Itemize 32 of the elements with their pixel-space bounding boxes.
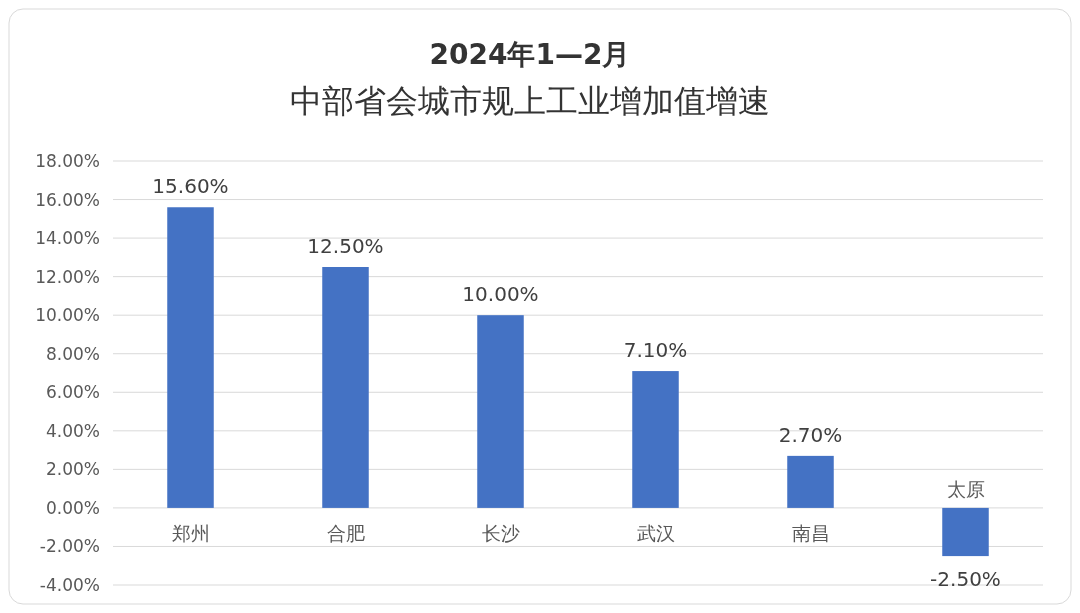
data-label: 15.60% (152, 174, 229, 199)
y-tick-label: 18.00% (35, 151, 100, 171)
bar (322, 267, 369, 508)
y-tick-label: -2.00% (39, 536, 100, 557)
y-tick-label: 10.00% (35, 305, 100, 326)
bar (167, 207, 214, 508)
x-tick-label: 长沙 (481, 521, 520, 544)
data-label: 10.00% (462, 282, 539, 307)
y-tick-label: 4.00% (45, 420, 100, 441)
bar (787, 455, 834, 508)
y-tick-label: -4.00% (39, 575, 100, 595)
x-tick-label: 太原 (946, 477, 985, 500)
data-label: -2.50% (930, 567, 1001, 592)
y-tick-label: 8.00% (45, 343, 100, 364)
y-tick-label: 0.00% (45, 497, 100, 518)
x-tick-label: 郑州 (171, 521, 210, 544)
bar (632, 371, 679, 508)
x-tick-label: 武汉 (636, 521, 675, 544)
y-tick-label: 2.00% (45, 459, 100, 480)
chart-subtitle: 中部省会城市规上工业增加值增速 (290, 82, 770, 120)
y-tick-label: 12.00% (35, 266, 100, 287)
bar (942, 507, 989, 557)
data-label: 2.70% (778, 422, 843, 447)
y-tick-label: 16.00% (35, 189, 100, 210)
y-tick-label: 14.00% (35, 228, 100, 249)
data-label: 12.50% (307, 234, 384, 258)
bar (477, 315, 524, 508)
y-tick-label: 6.00% (45, 382, 100, 403)
x-tick-label: 合肥 (326, 521, 365, 544)
x-tick-label: 南昌 (791, 521, 830, 544)
data-label: 7.10% (623, 338, 688, 363)
chart-title: 2024年1—2月 (429, 38, 631, 71)
